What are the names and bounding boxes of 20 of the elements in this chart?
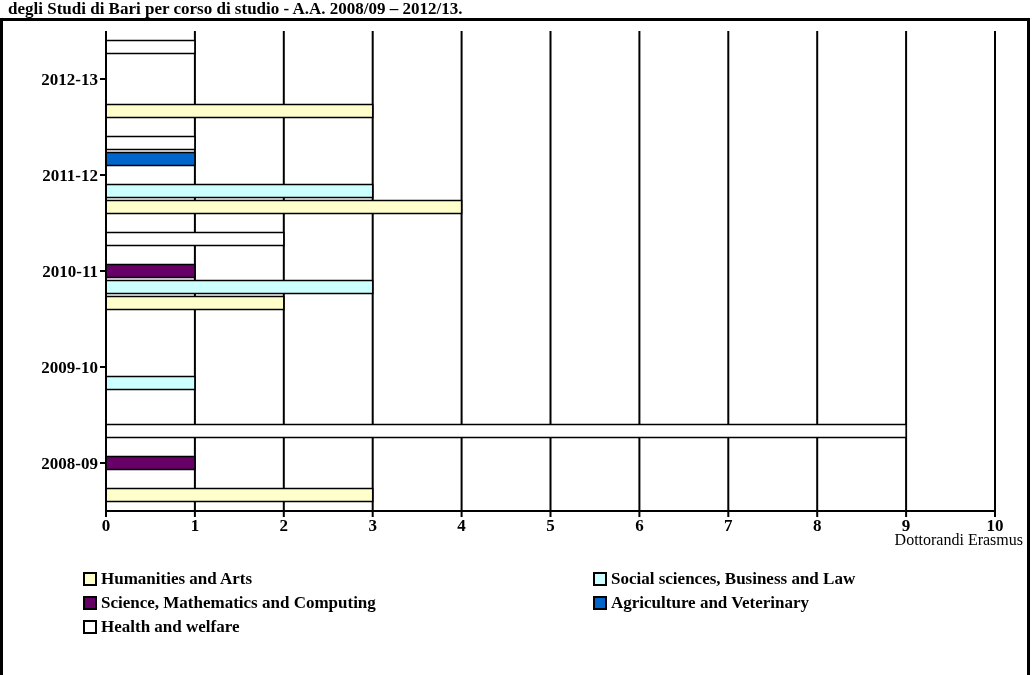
legend-label: Science, Mathematics and Computing [101, 593, 376, 613]
x-tick-label: 3 [368, 516, 377, 536]
x-tick-label: 6 [635, 516, 644, 536]
x-tick-label: 4 [457, 516, 467, 536]
legend-label: Health and welfare [101, 617, 240, 637]
legend-label: Humanities and Arts [101, 569, 253, 589]
chart-title: degli Studi di Bari per corso di studio - A.A. 2008/09 – 2012/13. [7, 0, 464, 18]
x-tick-label: 1 [190, 516, 200, 536]
x-tick-label: 7 [724, 516, 734, 536]
y-tick-label: 2012-13 [41, 70, 98, 90]
legend-label: Social sciences, Business and Law [611, 569, 856, 589]
y-tick-label: 2011-12 [42, 166, 98, 186]
y-tick-label: 2008-09 [41, 454, 98, 474]
y-tick-label: 2009-10 [41, 358, 98, 378]
x-tick-label: 5 [546, 516, 555, 536]
x-tick-label: 0 [101, 516, 111, 536]
x-tick-label: 8 [812, 516, 822, 536]
x-tick-label: 2 [279, 516, 289, 536]
legend-label: Agriculture and Veterinary [611, 593, 810, 613]
y-tick-label: 2010-11 [42, 262, 98, 282]
